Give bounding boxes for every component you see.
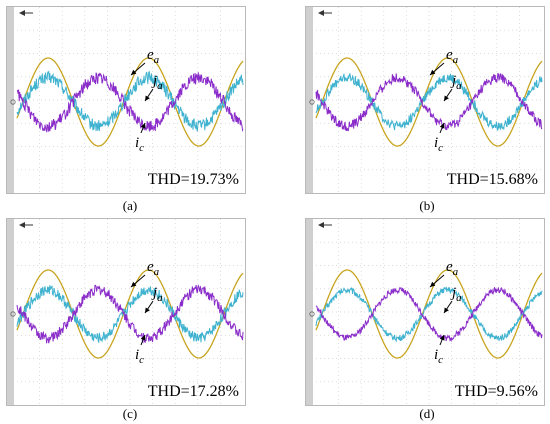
curve-label-e-a: ea [446,47,459,66]
thd-label-a: THD=19.73% [147,171,239,188]
arrowhead-icon [430,69,436,75]
series-j-a [16,70,244,132]
channel-ground-marker [309,99,315,105]
arrowhead-icon [145,307,150,313]
curve-label-i-c: ic [434,135,443,154]
trigger-marker-icon [318,10,324,16]
arrowhead-icon [444,95,449,101]
oscilloscope-plot-d: ea ja ic THD=9.56% [305,218,545,406]
caption-b: (b) [419,198,435,213]
arrowhead-icon [439,335,445,341]
curve-label-subscript: a [154,54,160,66]
series-e-a [16,269,244,359]
arrowhead-icon [140,335,146,341]
curve-label-e-a: ea [147,259,160,278]
curve-label-subscript: c [139,142,144,154]
series-i-c [16,72,244,133]
curve-label-subscript: c [139,354,144,366]
curve-label-e-a: ea [147,47,160,66]
scope-left-edge [306,7,313,193]
series-i-c [315,72,543,132]
channel-ground-marker [10,99,16,105]
thd-label-b: THD=15.68% [446,171,538,188]
curve-label-i-c: ic [434,347,443,366]
oscilloscope-plot-b: ea ja ic THD=15.68% [305,6,545,194]
curve-label-i-c: ic [135,135,144,154]
arrowhead-icon [444,307,449,313]
caption-d: (d) [419,406,435,421]
arrowhead-icon [439,123,445,129]
curve-label-subscript: a [157,292,163,304]
series-e-a [16,57,244,147]
curve-label-e-a: ea [446,259,459,278]
arrowhead-icon [140,123,146,129]
thd-label-d: THD=9.56% [454,383,538,400]
caption-c: (c) [122,406,138,421]
trigger-marker-icon [318,222,324,228]
curve-label-subscript: a [453,54,459,66]
series-i-c [315,286,543,343]
trigger-marker-icon [19,222,25,228]
trigger-marker-icon [19,10,25,16]
series-j-a [315,72,543,131]
scope-left-edge [306,219,313,405]
oscilloscope-plot-c: ea ja ic THD=17.28% [6,218,246,406]
series-i-c [16,284,244,344]
curve-label-subscript: a [456,292,462,304]
curve-label-subscript: a [456,80,462,92]
arrowhead-icon [131,281,137,287]
curve-label-subscript: c [438,354,443,366]
curve-label-subscript: a [453,266,459,278]
curve-label-i-c: ic [135,347,144,366]
channel-ground-marker [10,311,16,317]
channel-ground-marker [309,311,315,317]
series-e-a [315,57,543,147]
series-j-a [315,286,543,343]
series-e-a [315,269,543,359]
arrowhead-icon [131,69,137,75]
oscilloscope-plot-a: ea ja ic THD=19.73% [6,6,246,194]
scope-left-edge [7,219,14,405]
scope-left-edge [7,7,14,193]
thd-label-c: THD=17.28% [147,383,239,400]
curve-label-subscript: a [154,266,160,278]
curve-label-subscript: c [438,142,443,154]
arrowhead-icon [430,281,436,287]
arrowhead-icon [145,95,150,101]
caption-a: (a) [122,198,138,213]
series-j-a [16,285,244,343]
curve-label-subscript: a [157,80,163,92]
